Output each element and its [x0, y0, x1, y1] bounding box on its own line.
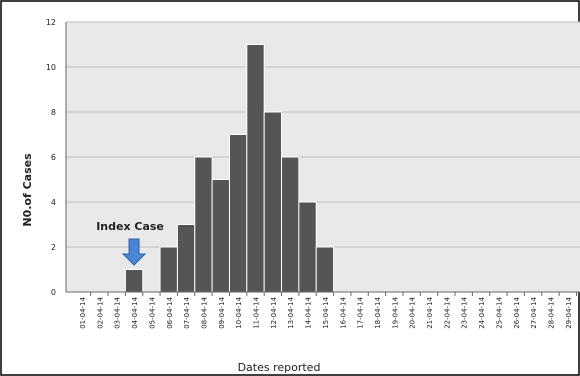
bar — [281, 156, 300, 293]
y-tick-label: 12 — [46, 18, 56, 27]
bar — [124, 269, 144, 293]
x-tick-label: 17-04-14 — [357, 296, 365, 328]
x-tick-label: 15-04-14 — [322, 296, 330, 328]
x-tick-label: 11-04-14 — [253, 296, 261, 328]
x-axis-label: Dates reported — [238, 361, 321, 374]
x-tick-labels: 01-04-14 02-04-14 03-04-14 04-04-14 05-04-14… — [79, 292, 577, 329]
x-tick-label: 16-04-14 — [339, 296, 347, 328]
x-tick-label: 12-04-14 — [270, 296, 278, 328]
x-tick-label: 01-04-14 — [79, 296, 87, 328]
bars — [124, 44, 335, 293]
x-tick-label: 06-04-14 — [166, 296, 174, 328]
index-case-annotation: Index Case — [96, 220, 164, 266]
x-tick-label: 25-04-14 — [495, 296, 503, 328]
y-tick-label: 10 — [46, 63, 56, 72]
y-tick-label: 0 — [51, 288, 56, 297]
x-tick-label: 26-04-14 — [513, 296, 521, 328]
bar — [176, 224, 196, 293]
y-tick-label: 4 — [51, 198, 56, 207]
x-tick-label: 19-04-14 — [391, 296, 399, 328]
x-tick-label: 13-04-14 — [287, 296, 295, 328]
x-tick-label: 02-04-14 — [96, 296, 104, 328]
bar — [315, 246, 335, 293]
bar — [194, 156, 213, 293]
index-case-arrow-icon — [121, 238, 147, 266]
x-tick-label: 10-04-14 — [235, 296, 243, 328]
bar — [159, 246, 178, 293]
bar — [246, 44, 265, 293]
x-tick-label: 07-04-14 — [183, 296, 191, 328]
y-tick-labels: 0 2 4 6 8 10 12 — [46, 18, 56, 297]
y-tick-label: 8 — [51, 108, 56, 117]
x-tick-label: 04-04-14 — [131, 296, 139, 328]
bar — [263, 111, 283, 293]
x-tick-label: 05-04-14 — [148, 296, 156, 328]
x-tick-label: 18-04-14 — [374, 296, 382, 328]
x-tick-label: 08-04-14 — [200, 296, 208, 328]
x-tick-label: 29-04-14 — [565, 296, 573, 328]
x-tick-label: 09-04-14 — [218, 296, 226, 328]
grid-lines — [66, 21, 580, 248]
y-tick-label: 6 — [51, 153, 56, 162]
x-tick-label: 24-04-14 — [478, 296, 486, 328]
x-tick-label: 22-04-14 — [443, 296, 451, 328]
y-axis-label: N0.of Cases — [21, 153, 34, 227]
bar — [228, 134, 248, 293]
bar — [211, 179, 230, 293]
index-case-label: Index Case — [96, 220, 164, 233]
x-tick-label: 20-04-14 — [409, 296, 417, 328]
x-tick-label: 23-04-14 — [461, 296, 469, 328]
x-tick-label: 21-04-14 — [426, 296, 434, 328]
x-tick-label: 14-04-14 — [305, 296, 313, 328]
x-tick-label: 03-04-14 — [114, 296, 122, 328]
y-tick-label: 2 — [51, 243, 56, 252]
x-tick-label: 28-04-14 — [547, 296, 555, 328]
bar — [298, 201, 317, 293]
x-tick-label: 27-04-14 — [530, 296, 538, 328]
